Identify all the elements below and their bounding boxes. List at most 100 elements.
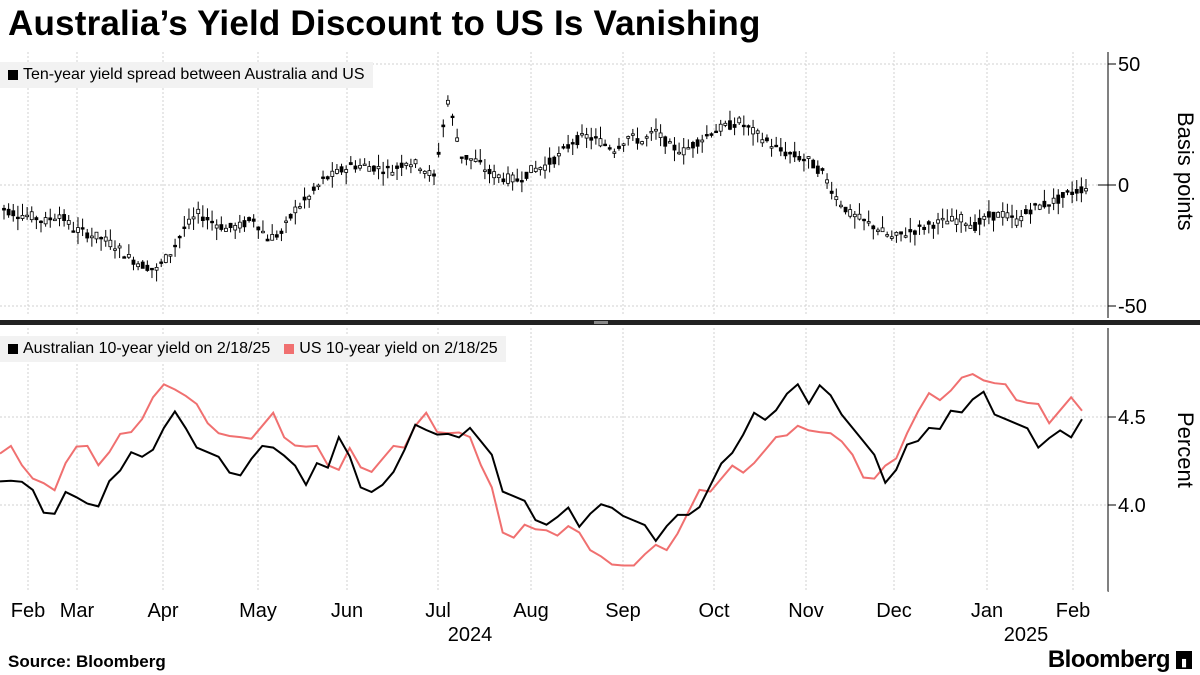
candle-body [765, 137, 769, 142]
candle-body [159, 261, 164, 264]
candle-body [131, 259, 136, 265]
candle-body [71, 230, 76, 233]
candle-body [113, 248, 117, 251]
candle-body [714, 130, 718, 134]
candle-body [311, 186, 316, 191]
candle-body [977, 217, 982, 225]
candle-body [728, 120, 732, 130]
candle-body [570, 142, 575, 145]
candle-body [848, 209, 853, 217]
candle-body [154, 266, 159, 271]
xtick-label-12: Feb [1056, 600, 1090, 622]
candle-body [284, 220, 288, 223]
candle-body [274, 234, 279, 238]
brand-name: Bloomberg [1047, 646, 1171, 673]
candle-body [806, 156, 811, 159]
candle-body [381, 171, 386, 175]
candle-body [926, 221, 931, 225]
candle-body [25, 214, 30, 218]
yield-legend: Australian 10-year yield on 2/18/25 US 1… [0, 336, 506, 362]
candle-body [29, 211, 34, 221]
candle-body [293, 206, 298, 214]
candle-body [233, 225, 238, 231]
candle-body [404, 162, 409, 166]
candle-body [593, 136, 598, 139]
candle-body [556, 153, 561, 157]
candle-body [117, 245, 122, 249]
candle-body [478, 159, 483, 163]
candle-body [214, 224, 219, 229]
candle-body [436, 151, 441, 155]
candle-body [1079, 186, 1084, 194]
candle-body [506, 173, 510, 184]
candle-body [991, 211, 996, 221]
candle-body [89, 235, 94, 239]
candle-body [237, 221, 242, 229]
candle-body [57, 214, 62, 219]
candle-body [210, 220, 214, 224]
candle-body [348, 162, 353, 165]
candle-body [922, 226, 927, 230]
line-aus-yield [0, 382, 1083, 543]
chart-icon: ▮ [1176, 651, 1192, 669]
candle-body [432, 173, 436, 177]
candle-body [617, 145, 621, 149]
candle-body [367, 166, 372, 172]
bloomberg-logo: Bloomberg ▮ [1048, 646, 1192, 674]
candle-body [1074, 188, 1079, 194]
xtick-label-1: Mar [60, 600, 95, 622]
chart-title: Australia’s Yield Discount to US Is Vani… [8, 4, 761, 43]
candle-body [857, 213, 862, 220]
candle-body [880, 227, 885, 233]
candle-body [658, 132, 663, 139]
candle-body [908, 229, 913, 233]
candle-body [783, 151, 788, 157]
candle-body [191, 216, 196, 220]
candle-body [885, 234, 890, 237]
xtick-label-10: Dec [876, 600, 912, 622]
candle-body [654, 128, 658, 132]
candle-body [487, 168, 492, 175]
candle-body [677, 151, 681, 155]
candle-body [469, 158, 473, 161]
candle-body [524, 171, 529, 179]
candle-body [533, 167, 538, 172]
candle-body [335, 168, 339, 174]
candle-body [709, 133, 714, 136]
candle-body [737, 117, 742, 124]
candle-body [1065, 190, 1070, 193]
candle-body [1010, 215, 1014, 218]
candle-body [815, 165, 820, 174]
candle-body [825, 179, 829, 184]
candle-body [362, 163, 367, 166]
candle-body [843, 206, 848, 213]
candle-body [302, 196, 307, 201]
candle-body [561, 146, 566, 149]
candle-body [126, 253, 131, 258]
xtick-label-6: Aug [513, 600, 549, 622]
candle-body [774, 144, 779, 148]
legend-swatch-spread [8, 70, 18, 80]
candle-body [450, 115, 455, 119]
candle-body [607, 147, 612, 150]
candle-body [667, 141, 672, 144]
candle-body [358, 165, 362, 169]
candle-body [871, 225, 876, 230]
candle-body [829, 190, 834, 194]
candle-body [866, 221, 871, 224]
candle-body [1070, 191, 1075, 195]
candle-body [700, 139, 705, 143]
candle-body [1023, 209, 1028, 214]
candle-body [811, 159, 816, 169]
candle-body [968, 224, 973, 229]
candle-body [755, 130, 760, 134]
yield-axis-title: Percent [1173, 412, 1198, 488]
candle-body [427, 170, 432, 176]
candle-body [834, 196, 839, 201]
candle-body [298, 206, 302, 209]
legend-item-spread: Ten-year yield spread between Australia … [8, 66, 365, 84]
candle-body [598, 138, 603, 147]
candle-body [279, 230, 284, 234]
candle-body [501, 178, 506, 183]
candle-body [630, 133, 635, 136]
